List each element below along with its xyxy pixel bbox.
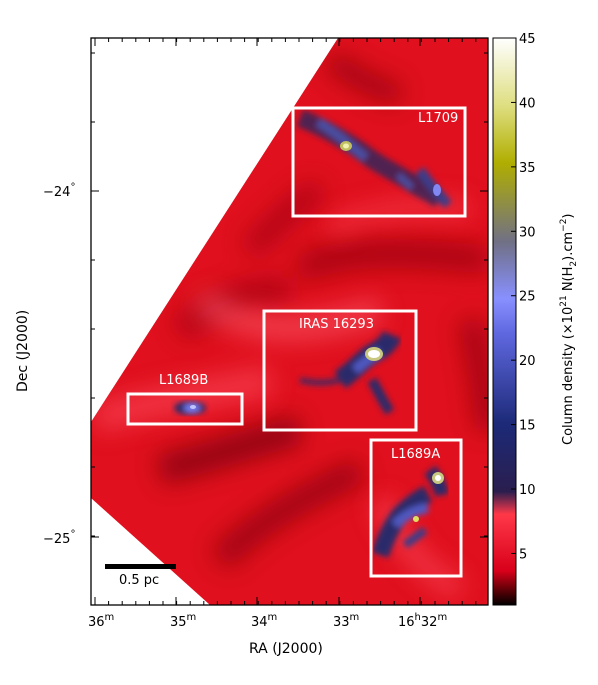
colorbar-tick-label: 35 bbox=[519, 161, 536, 176]
colorbar-tick-label: 40 bbox=[519, 96, 536, 111]
colorbar-label: Column density (×1021 N(H2).cm−2) bbox=[559, 213, 579, 445]
column-density-map-image bbox=[91, 38, 488, 605]
x-tick-label-36m: 36m bbox=[88, 612, 114, 630]
axis-ticks bbox=[91, 38, 488, 606]
region-label-iras16293: IRAS 16293 bbox=[299, 317, 374, 332]
colorbar-tick-label: 30 bbox=[519, 225, 536, 240]
region-label-l1689a: L1689A bbox=[391, 447, 440, 462]
region-box-iras16293 bbox=[262, 309, 418, 432]
x-tick-label-34m: 34m bbox=[251, 612, 277, 630]
x-tick-label-33m: 33m bbox=[333, 612, 359, 630]
colorbar-gradient bbox=[492, 37, 517, 606]
region-box-l1709 bbox=[291, 106, 467, 218]
colorbar-ticks: 5 10 15 20 25 30 35 40 45 bbox=[511, 32, 536, 562]
region-label-l1689b: L1689B bbox=[159, 373, 208, 388]
colorbar-tick-label: 5 bbox=[519, 547, 527, 562]
colorbar-tick-label: 45 bbox=[519, 32, 536, 47]
x-axis-label: RA (J2000) bbox=[249, 641, 323, 657]
x-tick-label-35m: 35m bbox=[170, 612, 196, 630]
region-boxes bbox=[126, 106, 467, 578]
region-box-l1689a bbox=[369, 438, 463, 578]
plot-frame bbox=[90, 37, 489, 606]
colorbar-tick-label: 25 bbox=[519, 290, 536, 305]
region-label-l1709: L1709 bbox=[418, 111, 458, 126]
y-tick-label-25: −25° bbox=[43, 529, 75, 547]
y-axis-label: Dec (J2000) bbox=[15, 310, 31, 392]
colorbar: 5 10 15 20 25 30 35 40 45 Column density (×1021 … bbox=[492, 32, 579, 606]
scale-bar: 0.5 pc bbox=[105, 564, 176, 588]
colorbar-tick-label: 10 bbox=[519, 483, 536, 498]
y-tick-label-24: −24° bbox=[43, 182, 75, 200]
x-tick-label-16h32m: 16h32m bbox=[398, 612, 447, 630]
scale-bar-label: 0.5 pc bbox=[119, 573, 159, 588]
colorbar-tick-label: 20 bbox=[519, 354, 536, 369]
colorbar-tick-label: 15 bbox=[519, 419, 536, 434]
region-box-l1689b bbox=[126, 392, 244, 426]
